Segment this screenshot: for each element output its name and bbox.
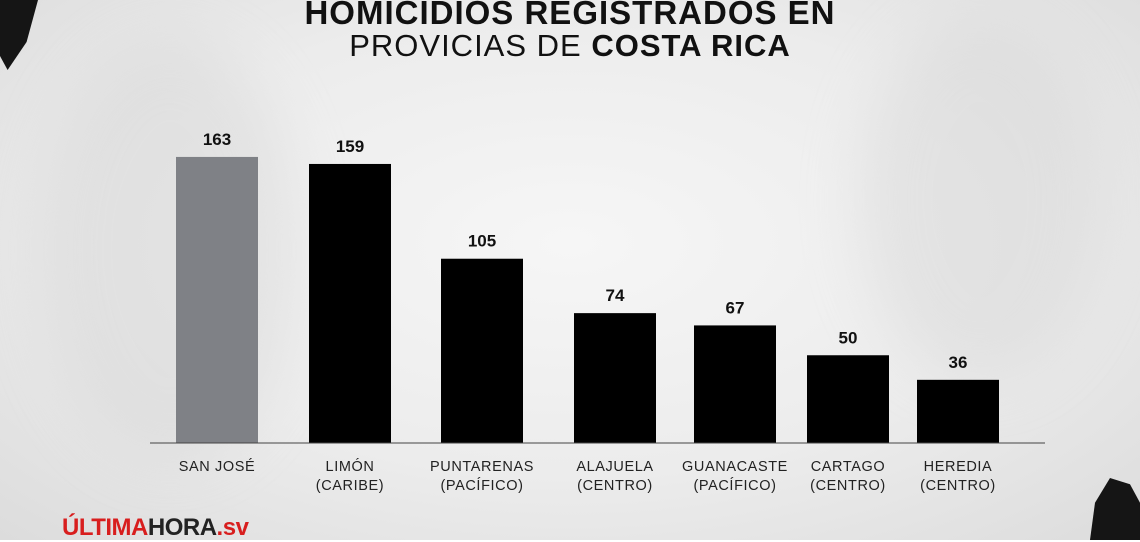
ultimahora-logo: ÚLTIMAHORA.sv bbox=[62, 514, 249, 542]
x-tick-label-line: (CENTRO) bbox=[577, 478, 653, 494]
data-label-guanacaste: 67 bbox=[726, 298, 745, 317]
x-tick-label-line: HEREDIA bbox=[923, 459, 993, 475]
chart-subtitle: PROVICIAS DE COSTA RICA bbox=[0, 28, 1140, 64]
x-tick-label-san-jose: SAN JOSÉ bbox=[147, 458, 287, 477]
x-tick-label-line: PUNTARENAS bbox=[429, 459, 535, 475]
x-tick-label-line: (PACÍFICO) bbox=[693, 478, 777, 494]
logo-suffix: .sv bbox=[216, 514, 249, 541]
x-tick-label-heredia: HEREDIA (CENTRO) bbox=[888, 458, 1028, 496]
subtitle-regular: PROVICIAS DE bbox=[349, 28, 582, 63]
x-tick-label-line: LIMÓN bbox=[325, 459, 375, 475]
bar-guanacaste bbox=[694, 325, 776, 443]
x-tick-label-puntarenas: PUNTARENAS (PACÍFICO) bbox=[412, 458, 552, 496]
x-tick-label-limon: LIMÓN (CARIBE) bbox=[280, 458, 420, 496]
x-tick-label-alajuela: ALAJUELA (CENTRO) bbox=[545, 458, 685, 496]
x-tick-label-guanacaste: GUANACASTE (PACÍFICO) bbox=[665, 458, 805, 496]
x-tick-label-line: (CENTRO) bbox=[920, 478, 996, 494]
logo-red: ÚLTIMA bbox=[62, 514, 148, 541]
bar-san-jose bbox=[176, 156, 258, 443]
data-label-heredia: 36 bbox=[949, 353, 968, 372]
x-tick-label-cartago: CARTAGO (CENTRO) bbox=[778, 458, 918, 496]
subtitle-bold: COSTA RICA bbox=[591, 28, 791, 63]
bar-limon bbox=[309, 163, 391, 443]
bar-alajuela bbox=[574, 313, 656, 443]
x-tick-label-line: (PACÍFICO) bbox=[440, 478, 524, 494]
x-tick-label-line: (CARIBE) bbox=[315, 478, 385, 494]
bar-puntarenas bbox=[441, 258, 523, 443]
data-label-cartago: 50 bbox=[839, 328, 858, 347]
data-label-puntarenas: 105 bbox=[468, 232, 496, 251]
data-label-alajuela: 74 bbox=[606, 286, 625, 305]
chart-title: HOMICIDIOS REGISTRADOS EN bbox=[304, 0, 836, 31]
data-label-san-jose: 163 bbox=[203, 130, 231, 149]
x-tick-label-line: (CENTRO) bbox=[810, 478, 886, 494]
bar-heredia bbox=[917, 379, 999, 443]
bar-cartago bbox=[807, 355, 889, 443]
background-figure bbox=[860, 20, 1100, 380]
x-tick-label-line: SAN JOSÉ bbox=[178, 459, 256, 475]
x-tick-label-line: ALAJUELA bbox=[576, 459, 654, 475]
logo-dark: HORA bbox=[147, 514, 217, 541]
x-tick-label-line: GUANACASTE bbox=[682, 459, 788, 475]
bars-group: 163 159 105 74 67 50 36 bbox=[176, 130, 999, 443]
data-label-limon: 159 bbox=[336, 137, 364, 156]
x-tick-label-line: CARTAGO bbox=[810, 459, 886, 475]
